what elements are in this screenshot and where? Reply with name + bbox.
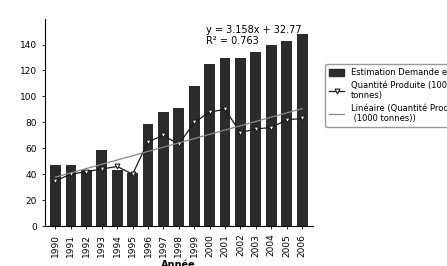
Bar — [173, 108, 184, 226]
Bar — [143, 124, 153, 226]
Bar — [297, 34, 308, 226]
Bar — [204, 64, 215, 226]
Bar — [158, 112, 169, 226]
Bar — [127, 173, 138, 226]
Bar — [219, 57, 231, 226]
Bar — [281, 41, 292, 226]
Bar — [97, 149, 107, 226]
Bar — [266, 44, 277, 226]
Text: y = 3.158x + 32.77
R² = 0.763: y = 3.158x + 32.77 R² = 0.763 — [206, 25, 301, 47]
Bar — [50, 165, 61, 226]
Bar — [66, 165, 76, 226]
X-axis label: Année: Année — [161, 260, 196, 266]
Bar — [81, 170, 92, 226]
Legend: Estimation Demande en 1000t, Quantité Produite (1000
tonnes), Linéaire (Quantité: Estimation Demande en 1000t, Quantité Pr… — [325, 64, 447, 127]
Bar — [250, 52, 261, 226]
Bar — [235, 57, 246, 226]
Bar — [112, 170, 122, 226]
Bar — [189, 86, 200, 226]
